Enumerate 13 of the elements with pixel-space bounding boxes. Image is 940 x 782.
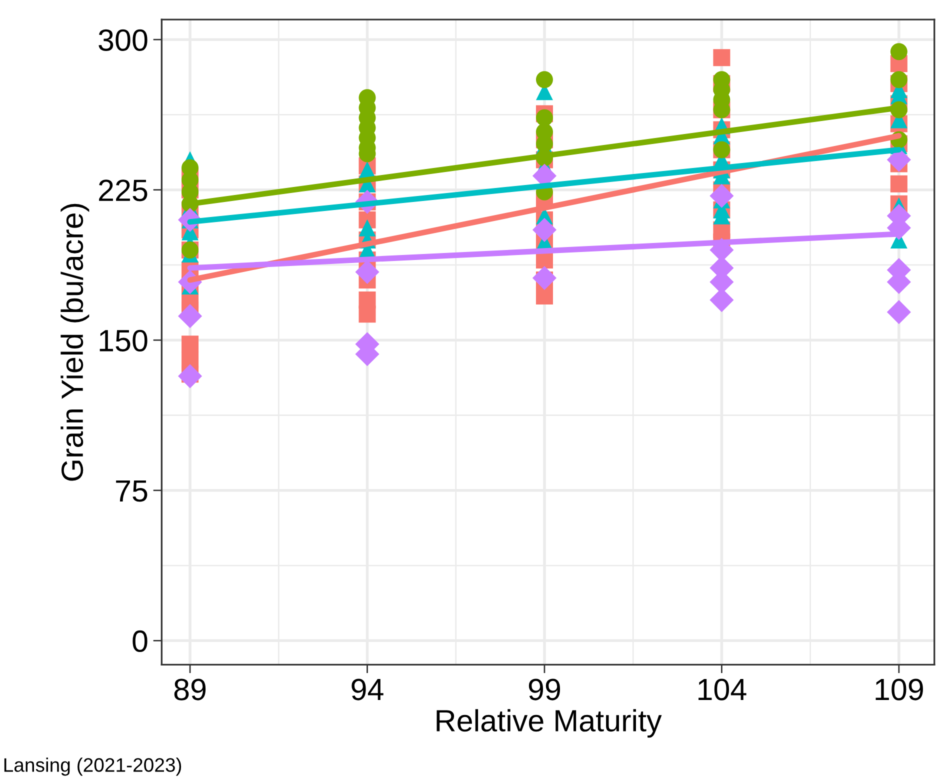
y-tick-label: 75 (116, 480, 148, 502)
x-tick-label: 109 (876, 678, 923, 700)
x-tick-label: 89 (174, 678, 206, 700)
x-axis-title: Relative Maturity (436, 709, 662, 738)
y-tick-label: 300 (98, 29, 148, 51)
text: Lansing (2021-2023) (4, 758, 182, 776)
y-tick-label: 0 (132, 630, 148, 652)
y-tick-label: 225 (99, 180, 148, 202)
y-axis-title: Grain Yield (bu/acre) (60, 204, 90, 481)
x-tick-label: 99 (528, 678, 560, 700)
x-tick-label: 94 (352, 678, 384, 700)
x-tick-label: 104 (698, 678, 746, 700)
y-tick-label: 150 (100, 330, 148, 352)
